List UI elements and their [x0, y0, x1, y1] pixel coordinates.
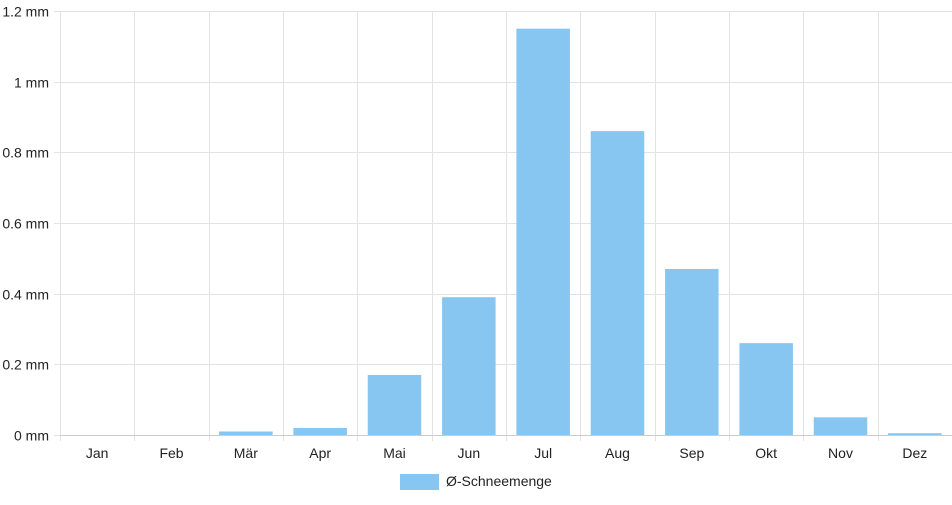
bar-nov[interactable]	[813, 417, 868, 435]
y-tick-label: 0.2 mm	[2, 357, 49, 373]
legend-label: Ø-Schneemenge	[446, 473, 552, 489]
grid-layer	[54, 11, 952, 441]
y-tick-label: 0.6 mm	[2, 216, 49, 232]
bar-jun[interactable]	[442, 297, 496, 435]
bar-layer	[219, 28, 942, 436]
y-tick-label: 1.2 mm	[2, 4, 49, 20]
x-tick-label: Jan	[86, 445, 109, 461]
axis-layer: 0 mm 0.2 mm 0.4 mm 0.6 mm 0.8 mm 1 mm 1.2 mm Ja…	[2, 4, 952, 461]
y-tick-label: 0 mm	[14, 428, 49, 444]
x-tick-label: Sep	[679, 445, 704, 461]
y-tick-label: 1 mm	[14, 75, 49, 91]
bar-aug[interactable]	[590, 131, 645, 435]
y-tick-label: 0.4 mm	[2, 287, 49, 303]
x-tick-label: Okt	[755, 445, 777, 461]
x-tick-label: Jun	[458, 445, 481, 461]
bar-jul[interactable]	[516, 28, 570, 436]
bar-mai[interactable]	[367, 374, 422, 435]
x-tick-label: Mai	[383, 445, 406, 461]
x-tick-label: Jul	[534, 445, 552, 461]
bar-mär[interactable]	[219, 431, 273, 435]
x-tick-label: Mär	[234, 445, 258, 461]
bar-sep[interactable]	[665, 268, 719, 435]
bar-okt[interactable]	[739, 343, 793, 435]
x-tick-label: Feb	[159, 445, 183, 461]
x-tick-label: Nov	[828, 445, 853, 461]
x-tick-label: Dez	[902, 445, 927, 461]
x-tick-label: Apr	[309, 445, 331, 461]
x-tick-label: Aug	[605, 445, 630, 461]
bar-apr[interactable]	[293, 427, 347, 435]
y-tick-label: 0.8 mm	[2, 145, 49, 161]
legend[interactable]: Ø-Schneemenge	[400, 473, 552, 490]
bar-dez[interactable]	[888, 433, 942, 435]
legend-swatch	[400, 474, 439, 490]
